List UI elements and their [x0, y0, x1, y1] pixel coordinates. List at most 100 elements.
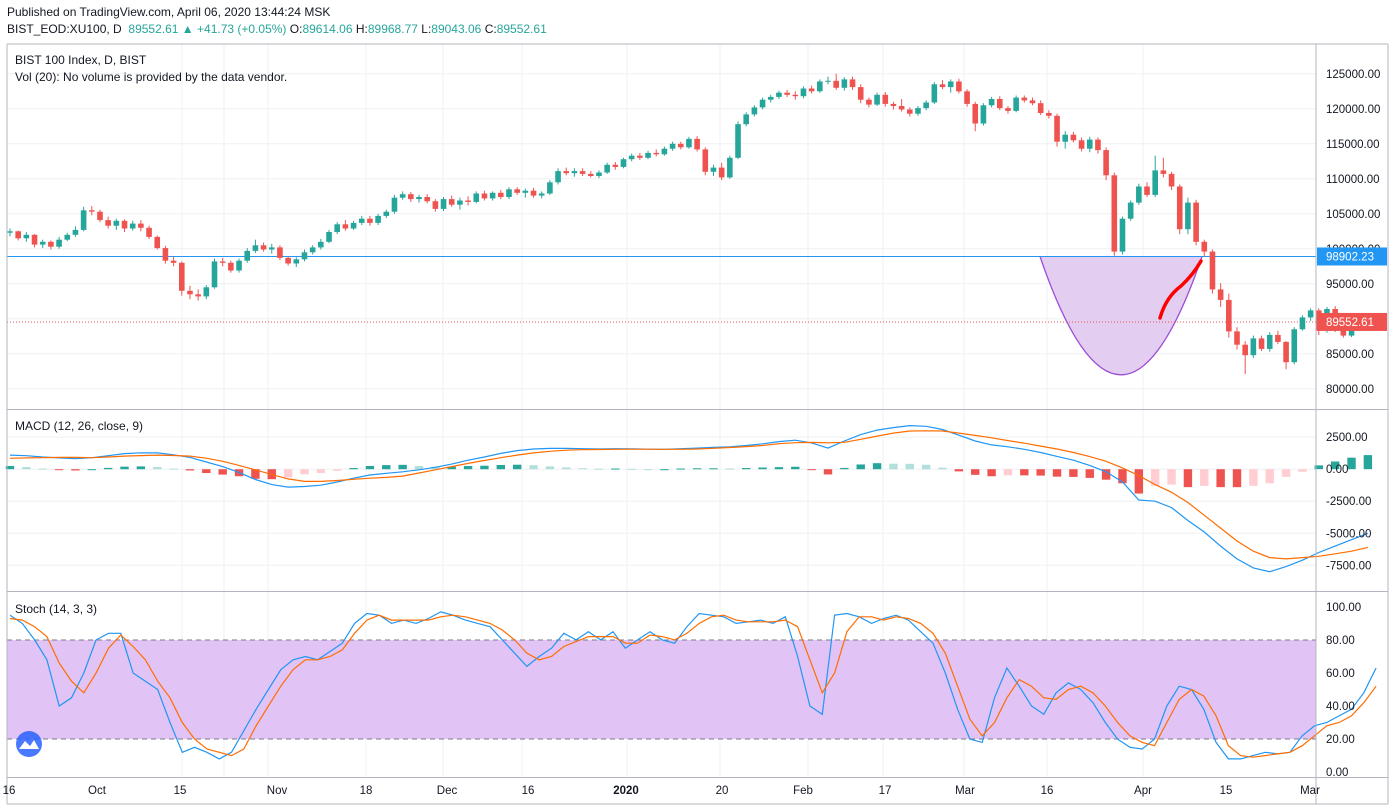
signal-line: [9, 430, 1369, 560]
candle-body: [612, 164, 619, 167]
candle-body: [1217, 289, 1224, 300]
candle-body: [587, 173, 594, 176]
candle-body: [506, 189, 512, 197]
macd-histogram-bar: [1265, 469, 1274, 484]
macd-histogram-bar: [300, 469, 309, 475]
macd-histogram-bar: [349, 468, 358, 470]
candle-body: [391, 197, 398, 212]
macd-histogram-bar: [954, 469, 964, 472]
candle-body: [334, 224, 340, 232]
candle-body: [170, 260, 177, 263]
candle-body: [154, 236, 161, 249]
macd-histogram-bar: [840, 467, 849, 470]
macd-histogram-bar: [1069, 469, 1078, 477]
stoch-axis-tick: 60.00: [1326, 668, 1355, 680]
candle-body: [1250, 338, 1257, 356]
candle-body: [228, 262, 234, 271]
candle-body: [637, 155, 643, 158]
macd-histogram-bar: [1298, 469, 1307, 472]
macd-histogram-bar: [185, 469, 195, 471]
macd-histogram-bar: [1036, 469, 1045, 476]
macd-histogram-bar: [709, 468, 718, 470]
macd-histogram-bar: [283, 469, 293, 478]
candle-body: [1029, 100, 1036, 104]
candle-body: [121, 220, 128, 229]
macd-histogram-bar: [1216, 469, 1225, 488]
macd-histogram-bar: [1101, 469, 1111, 480]
stoch-axis-tick: 80.00: [1326, 635, 1355, 647]
macd-axis-tick: -5000.00: [1326, 528, 1371, 540]
candle-body: [56, 239, 62, 247]
candle-body: [555, 171, 561, 183]
macd-histogram-bar: [365, 465, 375, 470]
stoch-axis-tick: 100.00: [1326, 602, 1361, 614]
tradingview-logo-icon[interactable]: [16, 731, 42, 757]
candle-body: [800, 88, 807, 97]
candle-body: [571, 171, 578, 174]
candle-body: [988, 99, 995, 106]
candle-body: [7, 231, 13, 233]
candle-body: [162, 248, 169, 261]
candle-body: [1234, 331, 1240, 345]
candle-body: [1226, 299, 1232, 332]
macd-histogram-bar: [38, 468, 47, 470]
candle-body: [465, 200, 471, 202]
price-axis-tick: 110000.00: [1326, 174, 1380, 186]
close-value: 89552.61: [496, 22, 547, 36]
candle-body: [146, 227, 152, 237]
stoch-axis-tick: 0.00: [1326, 767, 1348, 779]
candle-body: [138, 223, 144, 228]
candle-body: [408, 194, 414, 200]
price-axis-tick: 80000.00: [1326, 384, 1374, 396]
candle-body: [980, 105, 987, 124]
candle-body: [236, 260, 242, 271]
macd-histogram-bar: [889, 463, 898, 470]
candle-body: [1299, 317, 1306, 330]
time-axis-tick: Apr: [1134, 785, 1152, 797]
candle-body: [817, 81, 823, 92]
stoch-d-line: [9, 614, 1377, 758]
candle-body: [620, 159, 627, 167]
time-axis-tick: Dec: [437, 785, 458, 797]
candle-body: [972, 103, 979, 124]
candle-body: [72, 229, 79, 235]
candle-body: [694, 138, 700, 150]
macd-histogram-bar: [1183, 469, 1193, 488]
candle-body: [1201, 241, 1208, 252]
candle-body: [939, 84, 946, 88]
candle-body: [956, 81, 962, 92]
candle-body: [1070, 134, 1077, 141]
candle-body: [1095, 139, 1101, 151]
candle-body: [1283, 341, 1289, 363]
macd-histogram-bar: [333, 469, 342, 471]
high-value: 89968.77: [367, 22, 418, 36]
price-axis-tick: 125000.00: [1326, 69, 1380, 81]
macd-axis-tick: 2500.00: [1326, 432, 1368, 444]
macd-histogram-bar: [1363, 455, 1373, 470]
candle-body: [596, 172, 602, 176]
macd-histogram-bar: [169, 468, 178, 470]
candle-body: [129, 223, 136, 229]
macd-histogram-bar: [742, 468, 751, 470]
macd-histogram-bar: [1232, 469, 1242, 488]
candle-body: [841, 79, 848, 88]
candle-body: [1242, 344, 1248, 356]
price-axis-tick: 95000.00: [1326, 279, 1374, 291]
candle-body: [1013, 97, 1019, 111]
candle-body: [1144, 186, 1150, 195]
candle-body: [718, 167, 725, 178]
candle-body: [1111, 175, 1118, 252]
macd-histogram-bar: [807, 469, 816, 471]
candle-body: [898, 106, 905, 110]
macd-histogram-bar: [1134, 469, 1144, 494]
candle-body: [538, 193, 545, 196]
macd-histogram-bar: [136, 466, 146, 470]
macd-pane-title: MACD (12, 26, close, 9): [15, 419, 144, 433]
symbol-label[interactable]: BIST_EOD:XU100, D: [7, 22, 122, 36]
price-axis-tick: 105000.00: [1326, 209, 1380, 221]
time-axis-tick: 16: [522, 785, 535, 797]
macd-histogram-bar: [202, 469, 211, 474]
candle-body: [1127, 202, 1134, 219]
candle-body: [375, 215, 381, 223]
